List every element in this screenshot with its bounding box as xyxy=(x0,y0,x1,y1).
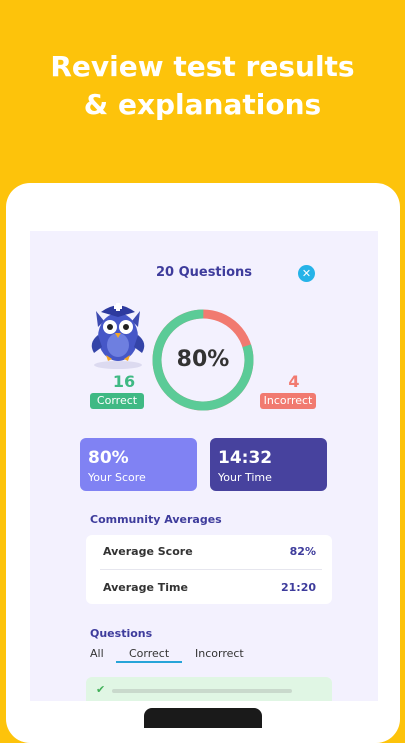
community-averages-panel: Average Score 82% Average Time 21:20 xyxy=(86,535,332,604)
your-score-label: Your Score xyxy=(88,471,146,484)
score-ring-chart xyxy=(152,309,254,411)
divider xyxy=(100,569,322,570)
average-score-value: 82% xyxy=(289,545,316,558)
promo-headline: Review test results & explanations xyxy=(0,48,405,124)
phone-frame: 20 Questions ✕ 80% 16 Correc xyxy=(6,183,400,743)
answer-preview-placeholder xyxy=(112,689,292,693)
results-screen: 20 Questions ✕ 80% 16 Correc xyxy=(30,231,378,701)
average-score-row: Average Score 82% xyxy=(86,535,332,569)
bottom-bar xyxy=(144,708,262,728)
incorrect-badge: Incorrect xyxy=(260,393,316,409)
owl-mascot-icon xyxy=(91,303,145,369)
headline-line-2: & explanations xyxy=(83,88,322,121)
answer-list-item[interactable]: ✔ xyxy=(86,677,332,701)
tab-incorrect[interactable]: Incorrect xyxy=(195,647,244,660)
average-time-value: 21:20 xyxy=(280,581,316,594)
questions-count-title: 20 Questions xyxy=(155,265,253,280)
your-time-label: Your Time xyxy=(218,471,272,484)
tab-correct[interactable]: Correct xyxy=(129,647,170,660)
tab-all[interactable]: All xyxy=(90,647,104,660)
your-score-card: 80% Your Score xyxy=(80,438,197,491)
questions-section-title: Questions xyxy=(90,627,153,640)
headline-line-1: Review test results xyxy=(50,50,355,83)
incorrect-count: 4 xyxy=(288,372,300,391)
check-icon: ✔ xyxy=(96,683,106,696)
correct-badge: Correct xyxy=(90,393,144,409)
your-score-value: 80% xyxy=(88,448,129,468)
selected-tab-indicator xyxy=(116,661,182,663)
average-time-row: Average Time 21:20 xyxy=(86,571,332,605)
average-time-label: Average Time xyxy=(103,581,188,594)
your-time-card: 14:32 Your Time xyxy=(210,438,327,491)
your-time-value: 14:32 xyxy=(218,448,273,468)
score-percent-label: 80% xyxy=(176,347,230,372)
close-icon[interactable]: ✕ xyxy=(298,265,315,282)
correct-count: 16 xyxy=(112,372,136,391)
community-averages-title: Community Averages xyxy=(90,513,222,526)
average-score-label: Average Score xyxy=(103,545,193,558)
